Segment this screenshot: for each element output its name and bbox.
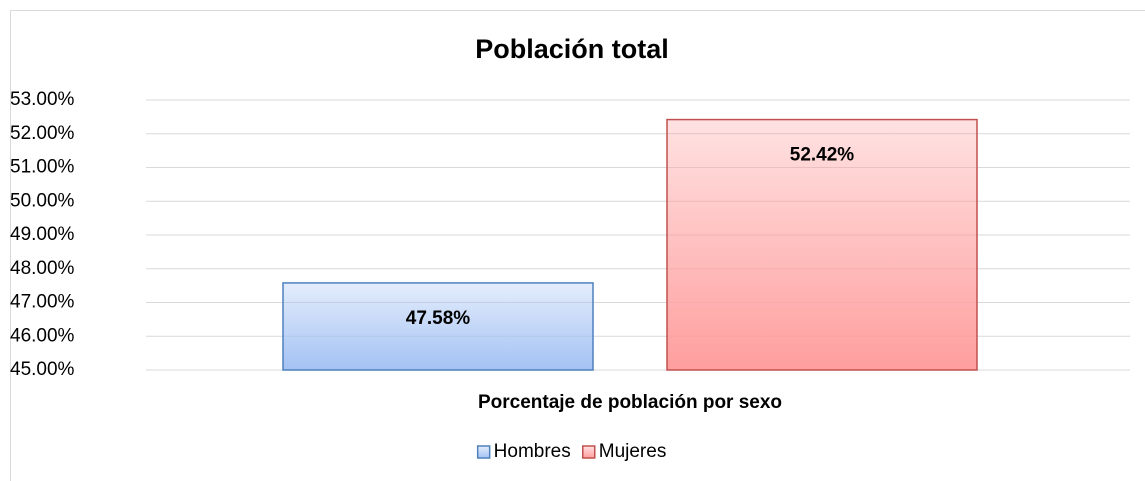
chart-title: Población total <box>475 34 669 64</box>
data-label: 47.58% <box>406 308 471 329</box>
bar <box>282 282 594 371</box>
bar <box>666 118 978 371</box>
legend-label: Hombres <box>494 441 571 462</box>
y-tick-label: 47.00% <box>10 292 75 313</box>
y-tick-label: 46.00% <box>10 325 75 346</box>
y-tick-label: 50.00% <box>10 190 75 211</box>
legend-label: Mujeres <box>599 441 667 462</box>
y-tick-label: 48.00% <box>10 258 75 279</box>
y-tick-label: 53.00% <box>10 89 75 110</box>
legend-swatch <box>476 445 491 459</box>
y-tick-label: 52.00% <box>10 123 75 144</box>
y-tick-label: 51.00% <box>10 157 75 178</box>
legend-swatch <box>582 445 596 459</box>
y-tick-label: 45.00% <box>10 359 75 380</box>
y-tick-label: 49.00% <box>10 224 75 245</box>
data-label: 52.42% <box>790 145 855 166</box>
x-axis-label: Porcentaje de población por sexo <box>478 392 782 413</box>
chart-frame <box>10 10 1145 481</box>
